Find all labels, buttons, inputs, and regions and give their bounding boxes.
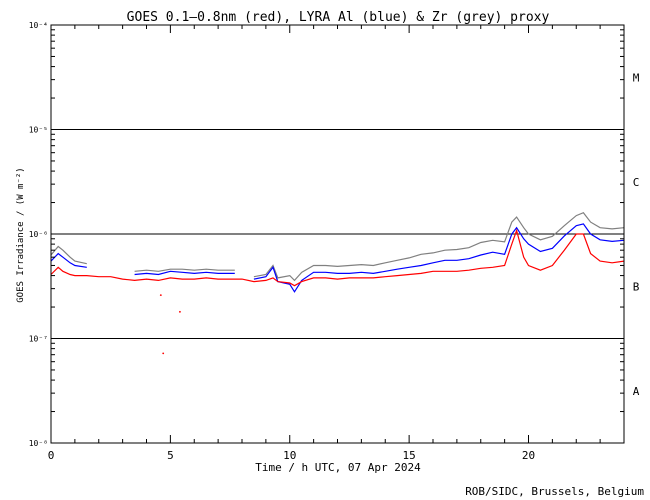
class-label-b: B: [633, 280, 640, 293]
outlier-point: [159, 294, 162, 297]
class-label-a: A: [633, 385, 640, 398]
series-line-0000ff: [134, 270, 235, 276]
series-line-0000ff: [253, 223, 625, 293]
series-line-808080: [134, 268, 235, 272]
outlier-point: [162, 352, 165, 355]
credit-label: ROB/SIDC, Brussels, Belgium: [465, 485, 644, 498]
y-tick-label: 10⁻⁵: [29, 126, 48, 135]
y-tick-label: 10⁻⁷: [29, 335, 48, 344]
x-tick-label: 0: [48, 449, 55, 462]
class-label-c: C: [633, 176, 640, 189]
class-label-m: M: [633, 71, 640, 84]
y-tick-label: 10⁻⁸: [29, 439, 48, 448]
y-axis-label: GOES Irradiance / (W m⁻²): [16, 167, 26, 302]
chart-title: GOES 0.1–0.8nm (red), LYRA Al (blue) & Z…: [127, 10, 550, 25]
series-line-808080: [253, 211, 625, 282]
x-tick-label: 15: [403, 449, 416, 462]
series-line-0000ff: [50, 252, 87, 268]
x-tick-label: 5: [167, 449, 174, 462]
x-axis-label: Time / h UTC, 07 Apr 2024: [255, 461, 421, 474]
x-tick-label: 10: [283, 449, 296, 462]
series-line-ff0000: [50, 228, 625, 287]
y-tick-label: 10⁻⁴: [29, 21, 48, 30]
outlier-point: [179, 310, 181, 313]
series-line-808080: [50, 245, 87, 265]
y-tick-label: 10⁻⁶: [29, 230, 48, 239]
x-tick-label: 20: [522, 449, 535, 462]
plot-area: 0 5 10 15 20 10⁻⁸ 10⁻⁷ 10⁻⁶ 10⁻⁵ 10⁻⁴ A B C M: [29, 21, 640, 462]
